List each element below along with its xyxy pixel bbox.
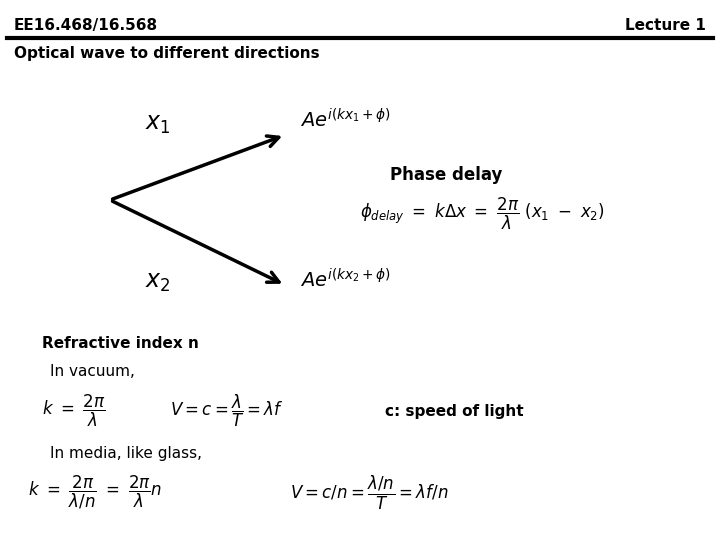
- Text: $\phi_{delay}\ =\ k\Delta x\ =\ \dfrac{2\pi}{\lambda}\ (x_1\ -\ x_2)$: $\phi_{delay}\ =\ k\Delta x\ =\ \dfrac{2…: [360, 196, 605, 232]
- Text: $V = c/n = \dfrac{\lambda/n}{T} = \lambda f / n$: $V = c/n = \dfrac{\lambda/n}{T} = \lambd…: [290, 474, 449, 512]
- Text: $Ae^{i(kx_1+\phi)}$: $Ae^{i(kx_1+\phi)}$: [300, 108, 391, 131]
- Text: $k\ =\ \dfrac{2\pi}{\lambda/n}\ =\ \dfrac{2\pi}{\lambda}n$: $k\ =\ \dfrac{2\pi}{\lambda/n}\ =\ \dfra…: [28, 474, 162, 511]
- Text: $x_2$: $x_2$: [145, 270, 171, 294]
- Text: EE16.468/16.568: EE16.468/16.568: [14, 18, 158, 33]
- Text: In vacuum,: In vacuum,: [50, 364, 135, 379]
- Text: Phase delay: Phase delay: [390, 166, 503, 184]
- Text: $Ae^{i(kx_2+\phi)}$: $Ae^{i(kx_2+\phi)}$: [300, 268, 391, 291]
- Text: In media, like glass,: In media, like glass,: [50, 446, 202, 461]
- Text: c: speed of light: c: speed of light: [385, 404, 523, 419]
- Text: Optical wave to different directions: Optical wave to different directions: [14, 46, 320, 61]
- Text: $V = c = \dfrac{\lambda}{T} = \lambda f$: $V = c = \dfrac{\lambda}{T} = \lambda f$: [170, 393, 284, 429]
- Text: $k\ =\ \dfrac{2\pi}{\lambda}$: $k\ =\ \dfrac{2\pi}{\lambda}$: [42, 393, 106, 429]
- Text: $x_1$: $x_1$: [145, 112, 171, 136]
- Text: Lecture 1: Lecture 1: [625, 18, 706, 33]
- Text: Refractive index n: Refractive index n: [42, 336, 199, 351]
